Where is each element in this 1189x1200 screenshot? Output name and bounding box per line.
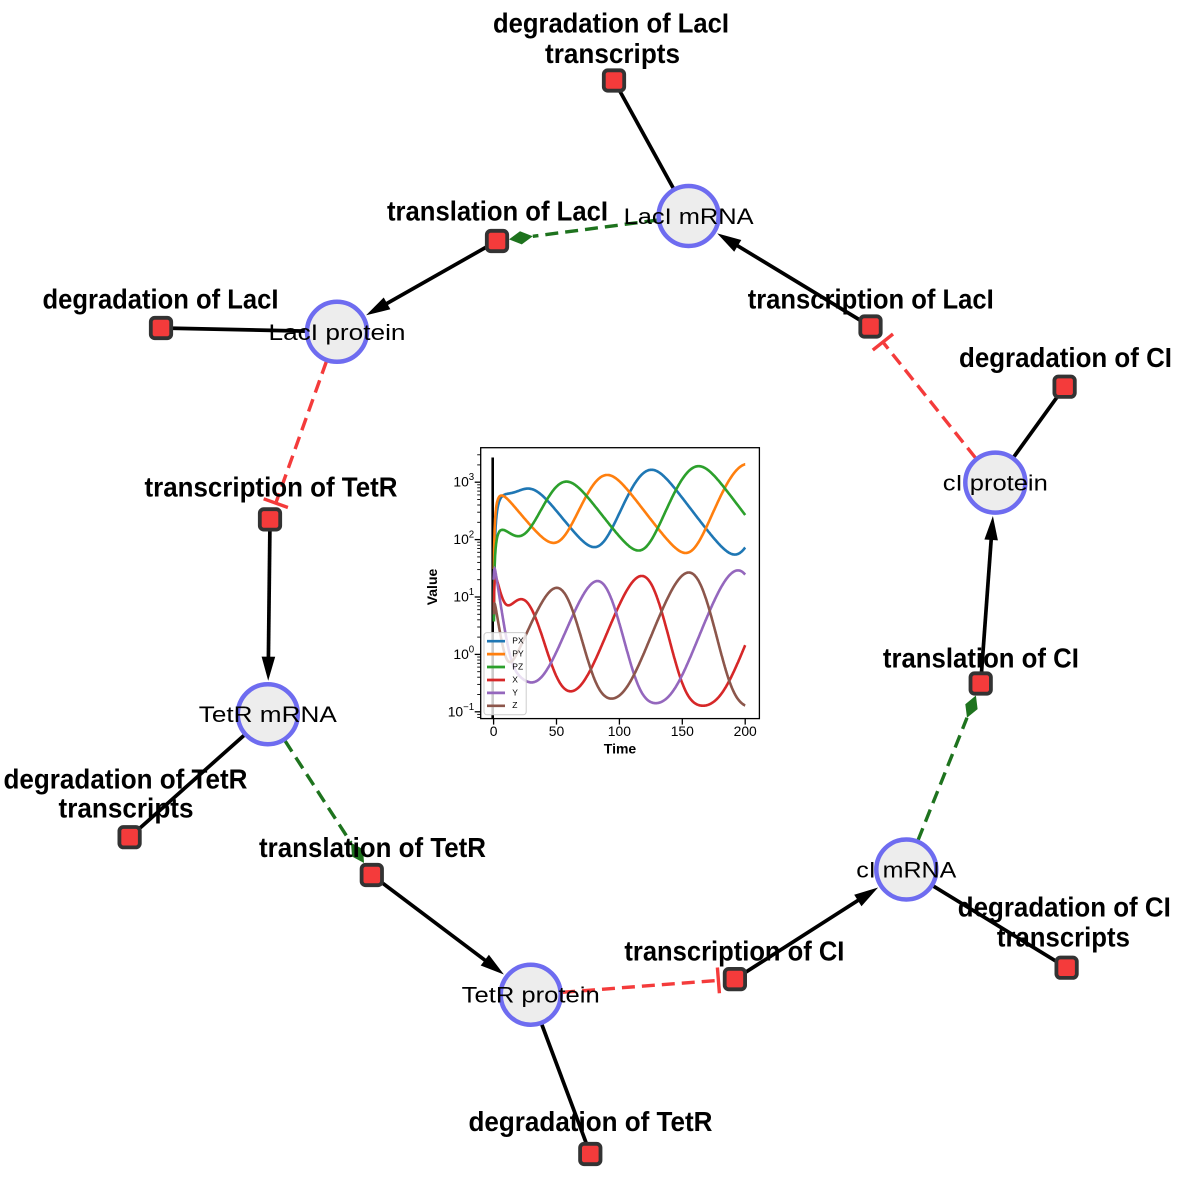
svg-text:transcripts: transcripts <box>59 793 194 824</box>
svg-text:LacI mRNA: LacI mRNA <box>624 204 754 229</box>
svg-text:degradation of TetR: degradation of TetR <box>4 764 248 795</box>
svg-text:degradation of CI: degradation of CI <box>958 892 1171 923</box>
svg-text:degradation of LacI: degradation of LacI <box>493 8 729 39</box>
svg-text:50: 50 <box>549 723 565 739</box>
svg-text:0: 0 <box>490 723 498 739</box>
svg-text:degradation of TetR: degradation of TetR <box>469 1106 713 1137</box>
svg-text:Time: Time <box>604 741 637 757</box>
svg-text:transcription of CI: transcription of CI <box>624 935 844 966</box>
svg-text:translation of CI: translation of CI <box>883 643 1079 674</box>
svg-text:X: X <box>512 674 518 684</box>
svg-text:Y: Y <box>512 687 518 697</box>
svg-text:TetR protein: TetR protein <box>462 983 600 1008</box>
svg-text:PY: PY <box>512 649 524 659</box>
svg-text:150: 150 <box>671 723 694 739</box>
svg-text:cI protein: cI protein <box>943 471 1048 496</box>
svg-text:cI mRNA: cI mRNA <box>856 858 956 883</box>
svg-text:Z: Z <box>512 700 517 710</box>
svg-text:transcription of TetR: transcription of TetR <box>145 472 398 503</box>
svg-text:100: 100 <box>608 723 631 739</box>
svg-text:PX: PX <box>512 636 524 646</box>
svg-text:TetR mRNA: TetR mRNA <box>199 702 337 727</box>
svg-text:transcription of LacI: transcription of LacI <box>748 283 994 314</box>
svg-text:transcripts: transcripts <box>997 921 1130 952</box>
svg-text:200: 200 <box>734 723 757 739</box>
svg-text:Value: Value <box>424 569 440 606</box>
svg-text:LacI protein: LacI protein <box>269 320 406 345</box>
svg-text:translation of LacI: translation of LacI <box>387 196 608 227</box>
svg-text:degradation of CI: degradation of CI <box>959 342 1172 373</box>
svg-text:translation of TetR: translation of TetR <box>259 832 486 863</box>
svg-text:degradation of LacI: degradation of LacI <box>43 283 279 314</box>
svg-text:PZ: PZ <box>512 661 523 671</box>
svg-text:transcripts: transcripts <box>545 38 680 69</box>
